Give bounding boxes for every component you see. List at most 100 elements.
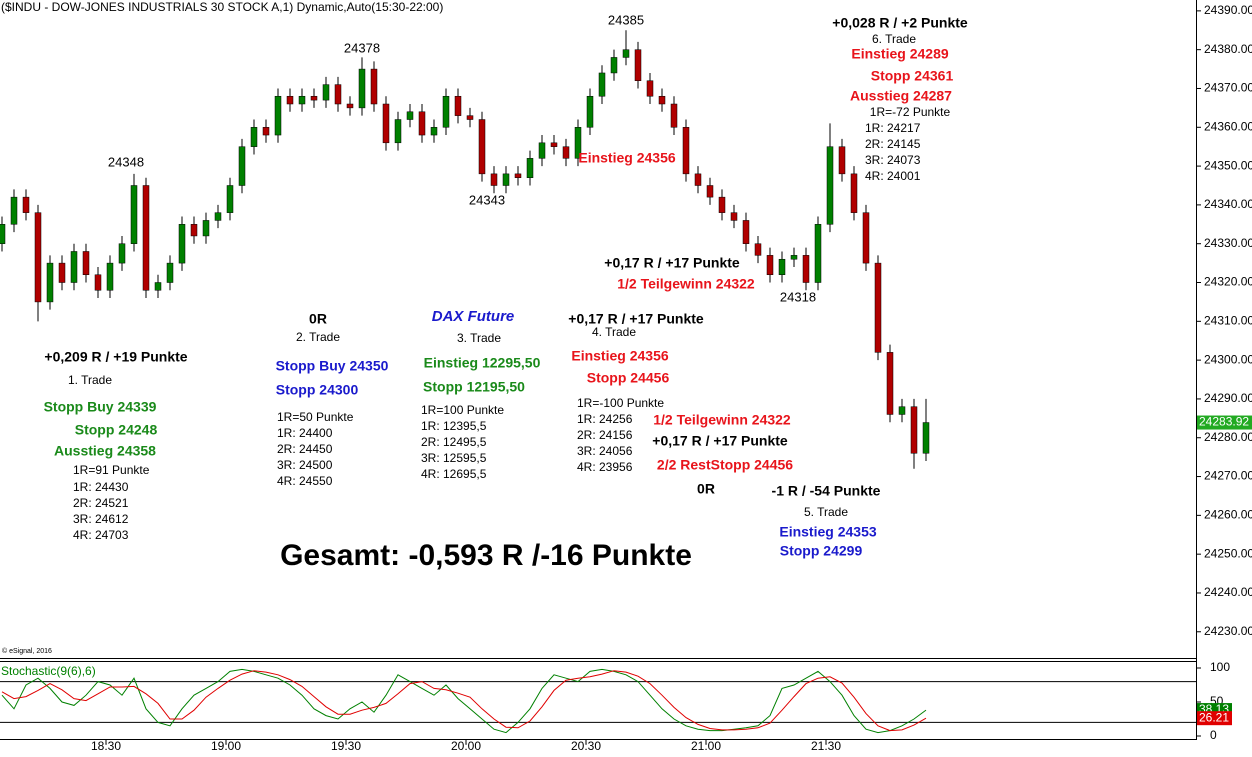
annotation: Einstieg 24289 (851, 46, 948, 62)
y-tick-label: 24270.00 (1204, 469, 1252, 483)
annotation: 1R: 24217 (865, 121, 921, 135)
candle-body (262, 127, 270, 136)
candle-body (0, 224, 6, 244)
candle-body (550, 142, 558, 147)
last-price-box (1197, 415, 1252, 430)
y-tick-label: 24310.00 (1204, 313, 1252, 327)
annotation: 1R=-100 Punkte (577, 396, 664, 410)
candle-body (874, 262, 882, 353)
y-tick-label: 0 (1210, 728, 1217, 742)
candle-body (514, 173, 522, 178)
candle-body (658, 95, 666, 105)
last-value-box (1197, 711, 1232, 726)
candle-body (562, 146, 570, 159)
candle-body (790, 255, 798, 260)
annotation: DAX Future (432, 308, 515, 325)
annotation: Stopp 24361 (871, 68, 954, 84)
candle-body (226, 185, 234, 213)
candle-body (346, 103, 354, 109)
annotation: Stopp 24299 (780, 543, 863, 559)
indicator-title: Stochastic(9(6),6) (1, 664, 96, 678)
annotation: 2R: 24156 (577, 428, 633, 442)
annotation: 2R: 24450 (277, 442, 333, 456)
last-price-label: 24283.92 (1199, 415, 1249, 429)
x-tick-label: 20:00 (451, 739, 481, 753)
candle-body (166, 262, 174, 283)
candle-body (334, 84, 342, 105)
annotation: 3R: 24500 (277, 458, 333, 472)
candle-body (706, 185, 714, 198)
x-tick-label: 21:00 (691, 739, 721, 753)
annotation: 2/2 RestStopp 24456 (657, 457, 793, 473)
indicator-line (1, 668, 927, 734)
annotation: 0R (309, 311, 327, 327)
y-tick-label: 24240.00 (1204, 585, 1252, 599)
annotation: 1R=50 Punkte (277, 410, 354, 424)
candle-body (58, 262, 66, 283)
annotation: +0,17 R / +17 Punkte (652, 433, 788, 449)
candle-body (22, 196, 30, 213)
candle-body (298, 95, 306, 105)
annotation: 6. Trade (872, 32, 916, 46)
annotation: +0,17 R / +17 Punkte (568, 311, 704, 327)
candle-body (430, 127, 438, 136)
candle-body (886, 352, 894, 415)
candle-body (214, 212, 222, 221)
annotation: Stopp 24456 (587, 370, 670, 386)
annotation: Ausstieg 24358 (54, 443, 156, 459)
annotation: 1R=-72 Punkte (870, 105, 951, 119)
y-tick-label: 24330.00 (1204, 236, 1252, 250)
annotation: 4. Trade (592, 325, 636, 339)
candle-body (910, 406, 918, 454)
annotation: Ausstieg 24287 (850, 88, 952, 104)
annotation: 5. Trade (804, 505, 848, 519)
annotation: 4R: 23956 (577, 460, 633, 474)
annotation: 24343 (469, 192, 505, 207)
y-tick-label: 24260.00 (1204, 508, 1252, 522)
annotation: 3. Trade (457, 331, 501, 345)
annotation: 1R: 12395,5 (421, 419, 487, 433)
annotation: 4R: 24001 (865, 169, 921, 183)
candle-body (502, 173, 510, 186)
annotation: 1R: 24430 (73, 480, 129, 494)
annotation: Einstieg 24353 (779, 524, 876, 540)
candle-body (814, 224, 822, 283)
annotation: 24318 (780, 289, 816, 304)
candle-body (634, 49, 642, 81)
y-tick-label: 24290.00 (1204, 391, 1252, 405)
y-tick-label: 24380.00 (1204, 42, 1252, 56)
candle-body (94, 274, 102, 291)
annotation: 3R: 12595,5 (421, 451, 487, 465)
annotation: 24385 (608, 12, 644, 27)
candle-body (694, 173, 702, 186)
annotation: Einstieg 12295,50 (424, 355, 541, 371)
candle-body (370, 68, 378, 105)
annotation: 24378 (344, 40, 380, 55)
x-tick-label: 19:30 (331, 739, 361, 753)
y-tick-label: 24340.00 (1204, 197, 1252, 211)
y-tick-label: 24370.00 (1204, 81, 1252, 95)
annotation: 3R: 24073 (865, 153, 921, 167)
candle-body (118, 243, 126, 264)
annotation: Stopp 24248 (75, 422, 158, 438)
candle-body (622, 49, 630, 58)
annotation: Stopp Buy 24339 (44, 399, 157, 415)
chart-title: ($INDU - DOW-JONES INDUSTRIALS 30 STOCK … (1, 0, 443, 14)
annotation: Stopp 24300 (276, 382, 359, 398)
indicator-line (1, 670, 927, 732)
x-tick-label: 19:00 (211, 739, 241, 753)
annotation: 3R: 24612 (73, 512, 129, 526)
candle-body (730, 212, 738, 221)
annotation: Einstieg 24356 (578, 150, 675, 166)
annotation: Einstieg 24356 (571, 348, 668, 364)
annotation: Gesamt: -0,593 R /-16 Punkte (280, 539, 692, 572)
candle-body (538, 142, 546, 159)
candle-body (310, 95, 318, 101)
candle-body (922, 422, 930, 454)
annotation: -1 R / -54 Punkte (772, 483, 881, 499)
candle-body (802, 255, 810, 283)
annotation: 1/2 Teilgewinn 24322 (653, 412, 791, 428)
candle-body (46, 262, 54, 303)
